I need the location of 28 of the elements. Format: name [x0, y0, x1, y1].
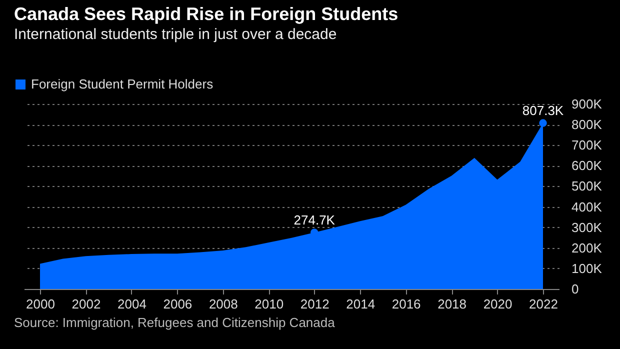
x-tick-label: 2012 [300, 296, 330, 312]
y-tick-label: 100K [572, 260, 602, 276]
y-tick-label: 700K [572, 138, 602, 153]
x-tick-label: 2002 [72, 296, 101, 312]
legend-label: Foreign Student Permit Holders [31, 76, 214, 92]
y-tick-label: 400K [572, 199, 602, 214]
y-tick-label: 800K [572, 117, 602, 132]
y-tick-label: 300K [572, 220, 602, 235]
x-tick-label: 2014 [346, 296, 376, 312]
x-tick-label: 2008 [208, 296, 238, 312]
annotation: 274.7K [294, 212, 336, 228]
chart-subtitle: International students triple in just over a decade [14, 26, 337, 43]
x-tick-label: 2006 [163, 296, 192, 312]
y-tick-label: 600K [572, 158, 602, 174]
chart-title: Canada Sees Rapid Rise in Foreign Students [14, 4, 398, 24]
x-tick-label: 2004 [117, 296, 146, 312]
y-tick-label: 500K [572, 178, 602, 194]
x-tick-label: 2016 [392, 296, 421, 312]
x-tick-label: 2022 [529, 296, 558, 312]
x-tick-label: 2000 [26, 296, 55, 312]
annotation: 807.3K [522, 103, 564, 118]
y-tick-label: 900K [572, 96, 602, 112]
y-tick-label: 200K [572, 240, 602, 256]
x-tick-label: 2010 [254, 296, 284, 312]
x-tick-label: 2018 [438, 296, 467, 312]
source-note: Source: Immigration, Refugees and Citizenship Canada [14, 315, 335, 330]
y-tick-label: 0 [572, 282, 579, 296]
x-tick-label: 2020 [483, 296, 512, 312]
